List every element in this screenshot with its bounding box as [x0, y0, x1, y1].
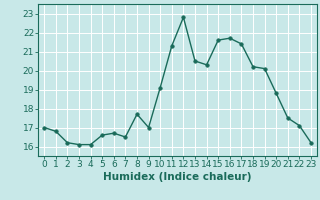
X-axis label: Humidex (Indice chaleur): Humidex (Indice chaleur) [103, 172, 252, 182]
